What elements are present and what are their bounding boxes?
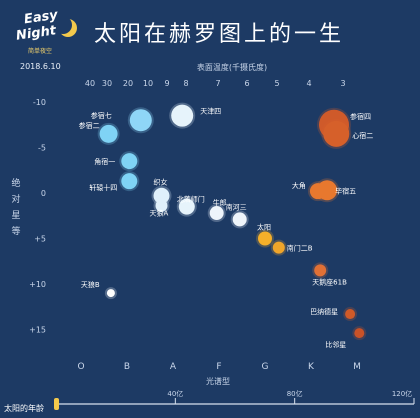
star-label: 参宿七 [91, 111, 112, 120]
x-tick-label: B [124, 362, 130, 372]
y-tick-label: +10 [29, 280, 46, 289]
star-label: 大角 [292, 181, 306, 190]
easy-night-logo: Easy Night 简单夜空 [10, 6, 70, 62]
star-point [354, 328, 365, 339]
star-point [155, 199, 168, 212]
star-label: 轩辕十四 [89, 183, 117, 192]
x-tick-label: F [216, 362, 221, 372]
star-point [323, 120, 350, 147]
star-point [258, 231, 272, 246]
star-label: 角宿一 [94, 157, 115, 166]
star-label: 牛郎 [213, 198, 227, 207]
star-label: 参宿二 [79, 121, 100, 130]
top-tick-label: 6 [244, 79, 249, 88]
top-tick-label: 8 [183, 79, 188, 88]
timeline-label: 太阳的年龄 [4, 403, 44, 413]
star-label: 南门二B [287, 244, 313, 253]
y-axis-label-char: 对 [11, 193, 20, 205]
star-point [232, 212, 247, 227]
star-label: 心宿二 [352, 131, 373, 140]
top-tick-label: 3 [340, 79, 345, 88]
star-label: 北落师门 [177, 195, 205, 204]
star-label: 天鹅座61B [312, 277, 347, 286]
y-tick-label: +15 [29, 326, 46, 335]
top-tick-label: 9 [164, 79, 169, 88]
top-tick-label: 40 [85, 79, 95, 88]
y-tick-label: 0 [41, 189, 46, 198]
top-tick-label: 10 [143, 79, 153, 88]
star-point [121, 153, 138, 170]
top-tick-label: 30 [102, 79, 112, 88]
star-label: 太阳 [257, 223, 271, 232]
star-label: 天津四 [200, 108, 221, 116]
star-label: 南河三 [226, 202, 247, 211]
top-tick-label: 5 [274, 79, 279, 88]
publish-date: 2018.6.10 [20, 62, 61, 71]
y-tick-label: -10 [33, 98, 46, 107]
star-label: 天狼B [81, 280, 100, 289]
star-label: 天狼A [150, 209, 169, 218]
top-tick-label: 4 [306, 79, 311, 88]
top-tick-label: 7 [215, 79, 220, 88]
timeline-tick-label: 40亿 [167, 389, 183, 398]
star-point [99, 124, 118, 143]
star-point [171, 104, 194, 127]
y-tick-label: -5 [38, 144, 46, 153]
star-label: 比邻星 [325, 340, 346, 349]
star-point [121, 173, 138, 190]
star-point [153, 187, 170, 204]
x-tick-label: A [170, 362, 177, 372]
timeline-tick-label: 80亿 [287, 389, 303, 398]
timeline-marker [54, 398, 59, 410]
star-point [106, 289, 115, 298]
x-axis-label: 光谱型 [206, 376, 230, 386]
x-tick-label: G [262, 362, 269, 372]
x-tick-label: M [353, 362, 361, 372]
y-axis-label-char: 星 [11, 210, 20, 221]
star-point [272, 241, 285, 254]
y-tick-label: +5 [34, 235, 46, 244]
star-point [178, 198, 195, 215]
page-title: 太阳在赫罗图上的一生 [94, 22, 345, 47]
logo-subtitle: 简单夜空 [28, 48, 53, 55]
y-axis-label-char: 绝 [11, 177, 20, 189]
star-label: 织女 [154, 178, 168, 187]
star-label: 参宿四 [350, 112, 371, 121]
star-point [314, 264, 327, 277]
top-tick-label: 20 [123, 79, 133, 88]
x-tick-label: K [308, 362, 315, 372]
star-point [209, 206, 224, 221]
x-tick-label: O [77, 362, 84, 372]
timeline-tick-label: 120亿 [392, 389, 412, 398]
star-label: 巴纳德星 [310, 307, 338, 316]
star-point [317, 180, 338, 201]
y-axis-label-char: 等 [11, 225, 20, 237]
top-axis-label: 表面温度(千摄氏度) [197, 62, 267, 72]
star-point [129, 109, 152, 132]
star-point [345, 309, 356, 320]
star-label: 毕宿五 [335, 186, 356, 195]
